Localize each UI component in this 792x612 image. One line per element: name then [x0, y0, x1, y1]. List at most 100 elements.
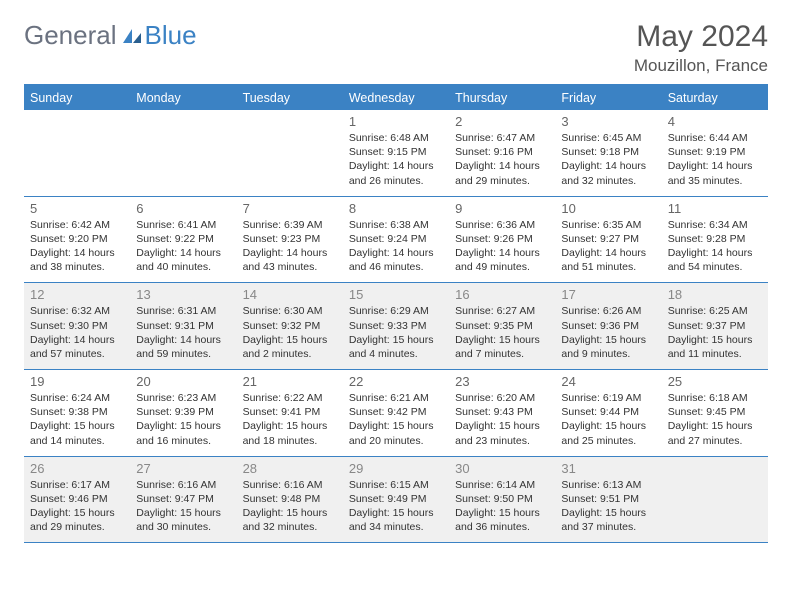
- daylight-text: Daylight: 15 hours and 25 minutes.: [561, 419, 655, 447]
- day-info: Sunrise: 6:35 AMSunset: 9:27 PMDaylight:…: [561, 218, 655, 275]
- day-info: Sunrise: 6:24 AMSunset: 9:38 PMDaylight:…: [30, 391, 124, 448]
- sunset-text: Sunset: 9:50 PM: [455, 492, 549, 506]
- day-info: Sunrise: 6:27 AMSunset: 9:35 PMDaylight:…: [455, 304, 549, 361]
- day-cell: 22Sunrise: 6:21 AMSunset: 9:42 PMDayligh…: [343, 370, 449, 456]
- sunset-text: Sunset: 9:28 PM: [668, 232, 762, 246]
- day-cell: 27Sunrise: 6:16 AMSunset: 9:47 PMDayligh…: [130, 457, 236, 543]
- day-info: Sunrise: 6:34 AMSunset: 9:28 PMDaylight:…: [668, 218, 762, 275]
- date-number: 21: [243, 374, 337, 389]
- daylight-text: Daylight: 14 hours and 57 minutes.: [30, 333, 124, 361]
- sunset-text: Sunset: 9:51 PM: [561, 492, 655, 506]
- daylight-text: Daylight: 14 hours and 29 minutes.: [455, 159, 549, 187]
- day-cell: 31Sunrise: 6:13 AMSunset: 9:51 PMDayligh…: [555, 457, 661, 543]
- date-number: 24: [561, 374, 655, 389]
- day-header-cell: Friday: [555, 86, 661, 110]
- daylight-text: Daylight: 15 hours and 23 minutes.: [455, 419, 549, 447]
- sunset-text: Sunset: 9:47 PM: [136, 492, 230, 506]
- day-header-cell: Sunday: [24, 86, 130, 110]
- daylight-text: Daylight: 14 hours and 49 minutes.: [455, 246, 549, 274]
- day-info: Sunrise: 6:15 AMSunset: 9:49 PMDaylight:…: [349, 478, 443, 535]
- location: Mouzillon, France: [634, 56, 768, 76]
- sunrise-text: Sunrise: 6:14 AM: [455, 478, 549, 492]
- day-info: Sunrise: 6:16 AMSunset: 9:48 PMDaylight:…: [243, 478, 337, 535]
- daylight-text: Daylight: 15 hours and 7 minutes.: [455, 333, 549, 361]
- daylight-text: Daylight: 15 hours and 29 minutes.: [30, 506, 124, 534]
- sunrise-text: Sunrise: 6:39 AM: [243, 218, 337, 232]
- sunset-text: Sunset: 9:33 PM: [349, 319, 443, 333]
- sunrise-text: Sunrise: 6:24 AM: [30, 391, 124, 405]
- day-info: Sunrise: 6:14 AMSunset: 9:50 PMDaylight:…: [455, 478, 549, 535]
- daylight-text: Daylight: 14 hours and 43 minutes.: [243, 246, 337, 274]
- day-info: Sunrise: 6:20 AMSunset: 9:43 PMDaylight:…: [455, 391, 549, 448]
- sunset-text: Sunset: 9:23 PM: [243, 232, 337, 246]
- sunset-text: Sunset: 9:42 PM: [349, 405, 443, 419]
- date-number: 3: [561, 114, 655, 129]
- sunrise-text: Sunrise: 6:41 AM: [136, 218, 230, 232]
- date-number: 13: [136, 287, 230, 302]
- day-cell: 10Sunrise: 6:35 AMSunset: 9:27 PMDayligh…: [555, 197, 661, 283]
- day-cell: 28 Sunrise: 6:16 AMSunset: 9:48 PMDayligh…: [237, 457, 343, 543]
- sunrise-text: Sunrise: 6:36 AM: [455, 218, 549, 232]
- daylight-text: Daylight: 15 hours and 9 minutes.: [561, 333, 655, 361]
- day-cell: 16Sunrise: 6:27 AMSunset: 9:35 PMDayligh…: [449, 283, 555, 369]
- sunset-text: Sunset: 9:26 PM: [455, 232, 549, 246]
- day-cell: [237, 110, 343, 196]
- daylight-text: Daylight: 15 hours and 11 minutes.: [668, 333, 762, 361]
- sunrise-text: Sunrise: 6:31 AM: [136, 304, 230, 318]
- daylight-text: Daylight: 15 hours and 27 minutes.: [668, 419, 762, 447]
- month-title: May 2024: [634, 20, 768, 54]
- day-info: Sunrise: 6:38 AMSunset: 9:24 PMDaylight:…: [349, 218, 443, 275]
- sunrise-text: Sunrise: 6:32 AM: [30, 304, 124, 318]
- sunrise-text: Sunrise: 6:38 AM: [349, 218, 443, 232]
- day-cell: [130, 110, 236, 196]
- day-cell: 11Sunrise: 6:34 AMSunset: 9:28 PMDayligh…: [662, 197, 768, 283]
- sunrise-text: Sunrise: 6:35 AM: [561, 218, 655, 232]
- daylight-text: Daylight: 14 hours and 35 minutes.: [668, 159, 762, 187]
- day-info: Sunrise: 6:41 AMSunset: 9:22 PMDaylight:…: [136, 218, 230, 275]
- day-info: Sunrise: 6:13 AMSunset: 9:51 PMDaylight:…: [561, 478, 655, 535]
- date-number: 29: [349, 461, 443, 476]
- day-header-cell: Wednesday: [343, 86, 449, 110]
- day-info: Sunrise: 6:21 AMSunset: 9:42 PMDaylight:…: [349, 391, 443, 448]
- day-cell: 25Sunrise: 6:18 AMSunset: 9:45 PMDayligh…: [662, 370, 768, 456]
- sunrise-text: Sunrise: 6:34 AM: [668, 218, 762, 232]
- week-row: 19Sunrise: 6:24 AMSunset: 9:38 PMDayligh…: [24, 370, 768, 457]
- day-cell: 7 Sunrise: 6:39 AMSunset: 9:23 PMDaylight…: [237, 197, 343, 283]
- day-info: Sunrise: 6:19 AMSunset: 9:44 PMDaylight:…: [561, 391, 655, 448]
- sunrise-text: Sunrise: 6:23 AM: [136, 391, 230, 405]
- sunrise-text: Sunrise: 6:48 AM: [349, 131, 443, 145]
- sunrise-text: Sunrise: 6:29 AM: [349, 304, 443, 318]
- week-row: 26Sunrise: 6:17 AMSunset: 9:46 PMDayligh…: [24, 457, 768, 544]
- day-cell: 6Sunrise: 6:41 AMSunset: 9:22 PMDaylight…: [130, 197, 236, 283]
- day-info: Sunrise: 6:44 AMSunset: 9:19 PMDaylight:…: [668, 131, 762, 188]
- date-number: 28: [243, 461, 337, 476]
- date-number: 5: [30, 201, 124, 216]
- sunrise-text: Sunrise: 6:47 AM: [455, 131, 549, 145]
- daylight-text: Daylight: 15 hours and 18 minutes.: [243, 419, 337, 447]
- day-cell: 5Sunrise: 6:42 AMSunset: 9:20 PMDaylight…: [24, 197, 130, 283]
- sunset-text: Sunset: 9:43 PM: [455, 405, 549, 419]
- sunrise-text: Sunrise: 6:21 AM: [349, 391, 443, 405]
- sunset-text: Sunset: 9:41 PM: [243, 405, 337, 419]
- date-number: 8: [349, 201, 443, 216]
- day-info: Sunrise: 6:36 AMSunset: 9:26 PMDaylight:…: [455, 218, 549, 275]
- sunset-text: Sunset: 9:37 PM: [668, 319, 762, 333]
- day-cell: 26Sunrise: 6:17 AMSunset: 9:46 PMDayligh…: [24, 457, 130, 543]
- sunrise-text: Sunrise: 6:18 AM: [668, 391, 762, 405]
- sunset-text: Sunset: 9:30 PM: [30, 319, 124, 333]
- sunset-text: Sunset: 9:38 PM: [30, 405, 124, 419]
- daylight-text: Daylight: 15 hours and 2 minutes.: [243, 333, 337, 361]
- header: General Blue May 2024 Mouzillon, France: [24, 20, 768, 76]
- day-cell: 29 Sunrise: 6:15 AMSunset: 9:49 PMDayligh…: [343, 457, 449, 543]
- date-number: 23: [455, 374, 549, 389]
- daylight-text: Daylight: 15 hours and 32 minutes.: [243, 506, 337, 534]
- sunset-text: Sunset: 9:36 PM: [561, 319, 655, 333]
- logo-sail-icon: [121, 27, 143, 45]
- daylight-text: Daylight: 15 hours and 4 minutes.: [349, 333, 443, 361]
- day-cell: 21Sunrise: 6:22 AMSunset: 9:41 PMDayligh…: [237, 370, 343, 456]
- daylight-text: Daylight: 15 hours and 20 minutes.: [349, 419, 443, 447]
- daylight-text: Daylight: 14 hours and 32 minutes.: [561, 159, 655, 187]
- brand-logo: General Blue: [24, 20, 197, 51]
- date-number: 7: [243, 201, 337, 216]
- day-info: Sunrise: 6:18 AMSunset: 9:45 PMDaylight:…: [668, 391, 762, 448]
